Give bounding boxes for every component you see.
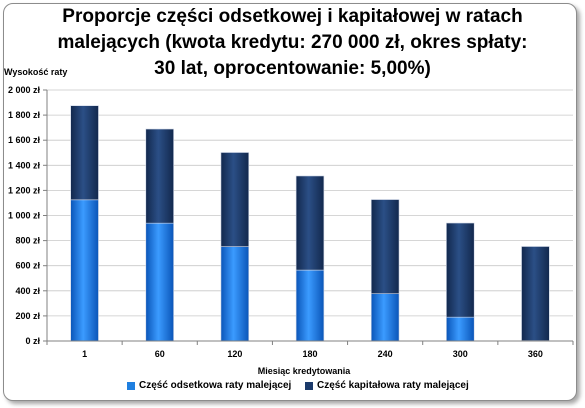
bar-capital xyxy=(220,152,250,247)
legend-swatch-capital xyxy=(305,381,313,390)
bar-capital xyxy=(295,175,325,271)
y-tick-label: 1 400 zł xyxy=(8,160,41,170)
bar-capital xyxy=(370,199,400,294)
chart-title: Proporcje części odsetkowej i kapitałowe… xyxy=(0,4,585,82)
x-tick-label: 300 xyxy=(453,349,468,359)
y-tick-label: 1 200 zł xyxy=(8,185,41,195)
title-line-3: 30 lat, oprocentowanie: 5,00%) xyxy=(154,58,431,79)
bar-interest xyxy=(145,222,174,342)
x-tick-label: 240 xyxy=(378,349,393,359)
bar-capital xyxy=(521,246,550,341)
title-line-1: Proporcje części odsetkowej i kapitałowe… xyxy=(62,6,523,27)
legend-label-interest: Część odsetkowa raty malejącej xyxy=(139,380,292,391)
bar-capital xyxy=(70,105,99,201)
bar-interest xyxy=(70,199,99,342)
x-tick-label: 1 xyxy=(82,349,87,359)
bar-interest xyxy=(446,316,475,342)
bar-capital xyxy=(446,222,475,318)
legend-label-capital: Część kapitałowa raty malejącej xyxy=(317,380,469,391)
x-tick-label: 180 xyxy=(302,349,317,359)
title-line-2: malejących (kwota kredytu: 270 000 zł, o… xyxy=(57,32,528,53)
bar-interest xyxy=(295,269,325,342)
legend-item-interest: Część odsetkowa raty malejącej xyxy=(127,380,291,391)
y-tick-label: 0 zł xyxy=(25,336,40,346)
y-tick-label: 400 zł xyxy=(15,286,40,296)
x-tick-label: 120 xyxy=(227,349,242,359)
legend-swatch-interest xyxy=(127,381,135,390)
y-tick-label: 1 000 zł xyxy=(8,211,41,221)
y-tick-label: 600 zł xyxy=(15,261,40,271)
x-tick-label: 60 xyxy=(155,349,165,359)
y-tick-label: 1 600 zł xyxy=(8,135,41,145)
bar-interest xyxy=(220,246,250,342)
legend: Część odsetkowa raty malejącej Część kap… xyxy=(0,380,585,396)
bar-capital xyxy=(145,128,174,224)
legend-item-capital: Część kapitałowa raty malejącej xyxy=(305,380,469,391)
x-axis-label: Miesiąc kredytowania xyxy=(258,366,352,376)
y-tick-label: 1 800 zł xyxy=(8,110,41,120)
bar-interest xyxy=(370,293,400,342)
y-tick-label: 200 zł xyxy=(15,311,40,321)
y-tick-label: 2 000 zł xyxy=(8,85,41,95)
y-tick-label: 800 zł xyxy=(15,236,40,246)
x-tick-label: 360 xyxy=(528,349,543,359)
y-axis-label: Wysokość raty xyxy=(4,67,67,77)
